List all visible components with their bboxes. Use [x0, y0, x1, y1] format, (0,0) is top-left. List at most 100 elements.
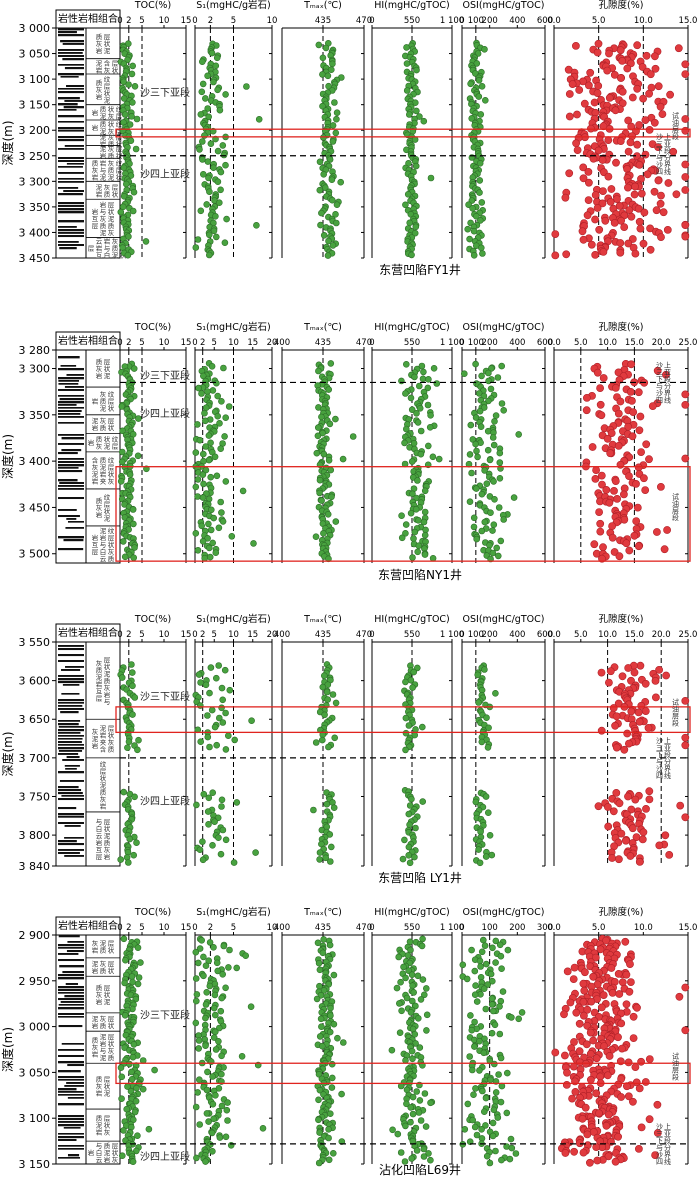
data-point-osi — [468, 115, 476, 122]
track-por: 孔隙度(%) 0.0 5.0 10.0 15.0 — [547, 906, 697, 1167]
data-point-por — [633, 1003, 641, 1012]
lithology-band — [64, 855, 84, 857]
data-point-s1 — [196, 846, 204, 854]
well-panel-1: 深度(m) 3 000 3 050 3 100 3 150 3 200 3 250 3 300… — [0, 0, 697, 277]
data-point-por — [645, 795, 654, 804]
lithology-band — [58, 660, 84, 662]
data-point-osi — [472, 982, 479, 989]
depth-tick-label: 3 300 — [19, 363, 51, 376]
data-point-por — [570, 1147, 578, 1156]
data-point-s1 — [208, 706, 216, 714]
track-tick-label: 0 — [459, 338, 464, 348]
data-point-por — [572, 42, 580, 50]
lithology-band — [58, 1049, 84, 1051]
track-tick-label: 20.0 — [652, 630, 671, 640]
lithology-band — [58, 1148, 84, 1150]
lithology-band — [58, 744, 84, 746]
data-point-s1 — [247, 1003, 255, 1011]
data-point-hi — [395, 953, 403, 961]
track-title-tmax: Tₘₐₓ(℃) — [303, 614, 342, 625]
lithology-band — [58, 52, 83, 54]
data-point-por — [587, 1075, 595, 1084]
data-point-hi — [401, 836, 408, 844]
lithology-unit-label: 层状灰质泥岩夹含灰泥岩 — [92, 725, 115, 754]
lithology-unit-label: 层状泥质灰岩 — [96, 357, 111, 380]
data-point-s1 — [193, 997, 200, 1005]
data-point-toc — [122, 956, 129, 964]
data-point-hi — [416, 404, 424, 412]
lithology-band — [64, 1085, 84, 1087]
lithology-band — [58, 28, 84, 31]
data-point-tmax — [315, 1096, 322, 1104]
data-point-por — [642, 440, 651, 449]
track-tick-label: 5.0 — [592, 16, 606, 26]
lithology-band — [58, 187, 79, 189]
track-tick-label: 200 — [482, 630, 498, 640]
data-point-por — [593, 1156, 602, 1165]
lithology-band — [58, 73, 84, 76]
track-tick-label: 600 — [537, 338, 553, 348]
data-point-s1 — [217, 1007, 225, 1015]
data-point-osi — [471, 70, 479, 77]
data-point-tmax — [324, 252, 332, 259]
data-point-s1 — [202, 1001, 210, 1008]
data-point-por — [637, 1123, 646, 1132]
data-point-por — [641, 1078, 650, 1086]
lithology-band — [59, 965, 84, 968]
data-point-s1 — [221, 239, 229, 246]
lithology-unit-label: 层状灰质泥岩与白云岩 — [88, 1141, 119, 1164]
data-point-por — [614, 441, 623, 450]
data-point-toc — [121, 553, 129, 561]
data-point-s1 — [209, 1073, 216, 1080]
data-point-hi — [409, 1093, 417, 1101]
lithology-band — [61, 1043, 84, 1045]
track-tick-label: 435 — [315, 923, 331, 933]
data-point-s1 — [194, 1089, 201, 1096]
data-point-hi — [407, 394, 415, 402]
data-point-por — [610, 486, 618, 495]
data-point-osi — [478, 1126, 485, 1133]
data-point-hi — [402, 390, 409, 397]
data-point-por — [663, 225, 672, 234]
track-title-s1: S₁(mgHC/g岩石) — [196, 906, 271, 918]
data-point-por — [566, 998, 575, 1007]
data-point-osi — [479, 936, 487, 944]
data-point-por — [628, 396, 636, 405]
data-point-por — [630, 190, 639, 199]
lithology-band — [60, 365, 77, 367]
data-point-s1 — [202, 962, 210, 970]
data-point-tmax — [318, 1042, 326, 1050]
data-point-tmax — [314, 432, 322, 440]
stage-label: 沙四上亚段 — [140, 407, 190, 420]
data-point-por — [681, 733, 690, 742]
data-point-hi — [410, 535, 417, 542]
data-point-toc — [119, 427, 126, 435]
lithology-band — [58, 464, 84, 467]
data-point-por — [562, 1081, 571, 1089]
track-tick-label: 0 — [192, 630, 197, 640]
data-point-s1 — [222, 414, 229, 422]
data-point-s1 — [219, 518, 227, 525]
lithology-unit-label: 层状泥质灰岩与灰质泥岩互层 — [96, 656, 111, 706]
lithology-band — [64, 100, 84, 102]
data-point-s1 — [195, 959, 202, 967]
data-point-s1 — [192, 975, 200, 982]
data-point-por — [635, 426, 644, 435]
data-point-s1 — [216, 106, 224, 114]
data-point-por — [653, 528, 661, 536]
lithology-band — [59, 247, 77, 250]
data-point-hi — [402, 521, 410, 528]
data-point-hi — [418, 723, 426, 731]
depth-tick-label: 3 650 — [19, 713, 51, 726]
data-point-hi — [420, 368, 427, 376]
lithology-band — [60, 711, 79, 714]
data-point-por — [645, 1115, 654, 1124]
data-point-tmax — [314, 424, 322, 431]
lithology-band — [58, 1016, 84, 1018]
data-point-osi — [466, 451, 474, 458]
data-point-por — [594, 146, 603, 155]
track-tick-label: 5.0 — [574, 338, 588, 348]
data-point-osi — [487, 509, 494, 517]
lithology-band — [58, 1007, 84, 1010]
data-point-s1 — [216, 199, 223, 206]
